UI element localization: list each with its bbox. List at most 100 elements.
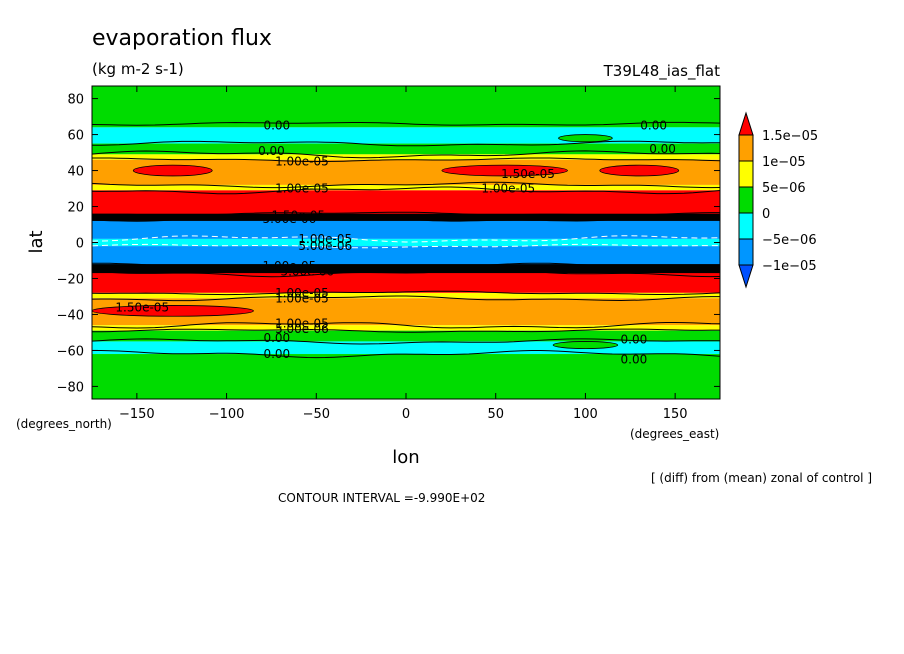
field-blob-3 (92, 305, 254, 317)
contour-line-11 (92, 269, 720, 278)
y-tick-label-5: −20 (57, 272, 84, 287)
contour-label-7: 1.00e-05 (275, 182, 329, 196)
field-blob-5 (552, 341, 619, 350)
colorbar: 1.5e−05 1e−05 5e−06 0 −5e−06 −1e−05 (738, 111, 818, 289)
field-band-14 (92, 330, 720, 342)
contour-label-8: 1.50e-05 (271, 209, 325, 223)
contour-line-12 (92, 290, 720, 296)
contour-line-3 (92, 157, 720, 162)
contour-interval: CONTOUR INTERVAL =-9.990E+02 (278, 491, 485, 505)
colorbar-level-5: −1e−05 (762, 259, 817, 274)
colorbar-segment-5 (738, 238, 754, 266)
x-axis-label: lon (392, 447, 419, 468)
contour-line-5 (92, 186, 720, 195)
contour-cluster-0 (92, 213, 720, 221)
x-tick-label-4: 50 (487, 407, 504, 422)
contour-label-14: 1.00e-05 (275, 286, 329, 300)
contour-labels: 0.00 0.000.00 0.001.00e-051.50e-051.00e-05… (115, 119, 676, 367)
contour-line-1 (92, 140, 720, 147)
chart-units: (kg m-2 s-1) (92, 60, 184, 78)
contour-label-10: 1.00e-05 (298, 232, 352, 246)
x-tick-label-6: 150 (663, 407, 688, 422)
x-ticks: −150 −100 −50 0 50 100 150 (119, 86, 688, 422)
field-band-6 (92, 190, 720, 216)
y-ticks: 80 60 40 20 0 −20 −40 −60 −80 (57, 93, 720, 395)
colorbar-level-1: 1e−05 (762, 155, 806, 170)
field-blob-2 (599, 164, 680, 177)
contour-label-21: 0.00 (621, 333, 648, 347)
field-blob-1 (441, 164, 568, 177)
run-label: T39L48_ias_flat (603, 62, 721, 81)
contour-label-0: 0.00 (263, 119, 290, 133)
colorbar-level-2: 5e−06 (762, 181, 806, 196)
field-band-3 (92, 154, 720, 160)
colorbar-segment-4 (738, 212, 754, 240)
field-band-16 (92, 354, 720, 399)
colorbar-segment-3 (738, 186, 754, 214)
contour-label-18: 5.00e-06 (275, 322, 329, 336)
y-tick-label-4: 0 (76, 237, 84, 252)
y-axis-label: lat (26, 230, 47, 253)
contour-label-13: 5.00e-06 (280, 264, 334, 278)
contour-line-17 (92, 350, 720, 359)
field-band-7 (92, 215, 720, 239)
contour-label-16: 1.50e-05 (115, 300, 169, 314)
y-tick-label-1: 60 (67, 129, 84, 144)
contour-label-5: 1.50e-05 (501, 167, 555, 181)
contour-line-10 (92, 262, 720, 270)
contour-label-17: 1.00e-05 (275, 316, 329, 330)
contour-line-9 (92, 243, 720, 249)
contour-label-3: 0.00 (649, 142, 676, 156)
contour-line-14 (92, 322, 720, 329)
x-tick-label-3: 0 (402, 407, 410, 422)
contour-label-6: 1.00e-05 (481, 182, 535, 196)
contour-line-16 (92, 338, 720, 345)
contour-line-13 (92, 295, 720, 302)
contour-line-4 (92, 181, 720, 189)
contour-label-20: 0.00 (263, 347, 290, 361)
contour-line-2 (92, 150, 720, 159)
contour-line-7 (92, 216, 720, 222)
colorbar-segment-1 (738, 134, 754, 162)
y-tick-label-7: −60 (57, 344, 84, 359)
contour-cluster-1 (92, 264, 720, 274)
colorbar-bottom-arrow (738, 264, 754, 289)
field-band-0 (92, 86, 720, 128)
contour-label-15: 1.00e-05 (275, 291, 329, 305)
field-blob-0 (132, 164, 213, 177)
contour-label-11: 5.00e-06 (298, 239, 352, 253)
chart-title: evaporation flux (92, 26, 272, 51)
contour-label-12: 1.00e-05 (263, 259, 317, 273)
contour-line-8 (92, 235, 720, 243)
contour-label-4: 1.00e-05 (275, 155, 329, 169)
contour-label-9: 5.00e-06 (263, 212, 317, 226)
contour-label-2: 0.00 (258, 144, 285, 158)
contour-line-15 (92, 328, 720, 333)
field-band-13 (92, 325, 720, 331)
x-tick-label-5: 100 (573, 407, 598, 422)
contour-line-6 (92, 211, 720, 216)
field-blob-4 (558, 134, 613, 143)
contour-label-19: 0.00 (263, 331, 290, 345)
colorbar-segment-2 (738, 160, 754, 188)
y-units-label: (degrees_north) (16, 417, 112, 431)
contour-label-22: 0.00 (621, 352, 648, 366)
colorbar-level-3: 0 (762, 207, 770, 222)
y-tick-label-0: 80 (67, 93, 84, 108)
x-tick-label-2: −50 (303, 407, 330, 422)
x-tick-label-1: −100 (209, 407, 245, 422)
y-tick-label-8: −80 (57, 380, 84, 395)
y-tick-label-6: −40 (57, 308, 84, 323)
y-tick-label-3: 20 (67, 201, 84, 216)
field-band-10 (92, 269, 720, 293)
contour-label-1: 0.00 (640, 119, 667, 133)
y-tick-label-2: 40 (67, 165, 84, 180)
colorbar-top-arrow (738, 111, 754, 136)
x-units-label: (degrees_east) (630, 427, 719, 441)
field-band-5 (92, 184, 720, 191)
field-band-2 (92, 143, 720, 155)
contour-lines (92, 121, 720, 359)
contour-line-0 (92, 121, 720, 126)
colorbar-level-0: 1.5e−05 (762, 129, 818, 144)
